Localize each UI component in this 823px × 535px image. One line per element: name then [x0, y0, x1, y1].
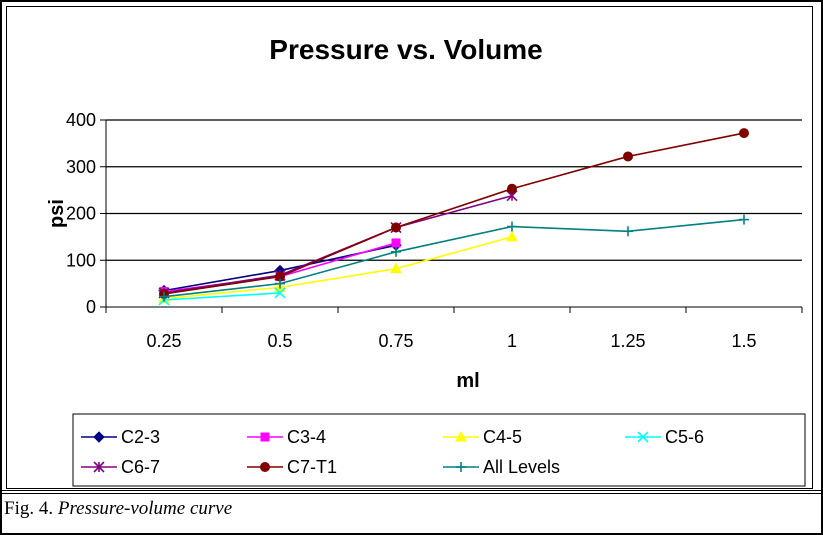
- x-tick-label: 0.5: [267, 331, 292, 351]
- legend-box: [72, 413, 806, 487]
- series-line: [163, 132, 745, 295]
- data-point: [390, 262, 402, 274]
- series-line: [163, 236, 513, 300]
- legend-marker: [455, 430, 467, 442]
- legend-marker: [93, 431, 105, 443]
- series-line: [163, 292, 281, 301]
- data-point: [739, 128, 749, 139]
- legend-marker: [93, 461, 105, 473]
- y-axis-title: psi: [46, 199, 68, 228]
- axes: 0 100 200 300 400 0.25 0.5 0.75 1 1.25 1.5: [66, 110, 803, 351]
- chart-svg: Pressure vs. Volume 0 100 200 300 400 0.25 0.5…: [46, 34, 806, 487]
- data-point: [623, 226, 633, 237]
- legend-item: C5-6: [625, 427, 704, 447]
- legend-marker: [260, 462, 270, 472]
- y-tick-label: 200: [66, 204, 96, 224]
- x-tick-label: 1.5: [731, 331, 756, 351]
- legend-marker: [637, 431, 649, 443]
- legend-label: C5-6: [665, 427, 704, 447]
- legend-label: All Levels: [483, 457, 560, 477]
- legend-item: C4-5: [443, 427, 522, 447]
- data-point: [507, 221, 517, 232]
- caption-rule-top-double: [0, 493, 823, 494]
- legend-label: C3-4: [287, 427, 326, 447]
- data-point: [507, 183, 517, 194]
- series-layer: [158, 128, 749, 306]
- legend-item: C3-4: [247, 427, 326, 447]
- caption-rule-top: [0, 490, 823, 491]
- data-point: [274, 287, 286, 299]
- legend-item: C6-7: [81, 457, 160, 477]
- y-tick-label: 0: [86, 297, 96, 317]
- x-axis-title: ml: [456, 370, 479, 392]
- series-all-levels: [159, 214, 749, 302]
- chart-title: Pressure vs. Volume: [269, 34, 542, 65]
- data-point: [739, 214, 749, 225]
- data-point: [506, 230, 518, 242]
- legend: C2-3 C3-4 C4-5 C5-6 C6-7 C7-T1 All Levels: [72, 413, 806, 487]
- legend-label: C4-5: [483, 427, 522, 447]
- figure-caption: Fig. 4. Pressure-volume curve: [4, 498, 232, 520]
- x-tick-label: 1.25: [610, 331, 645, 351]
- marker-stroke: [274, 287, 286, 299]
- legend-label: C6-7: [121, 457, 160, 477]
- data-point: [391, 222, 401, 233]
- data-point: [623, 151, 633, 162]
- data-point: [391, 238, 401, 248]
- chart-area: Pressure vs. Volume 0 100 200 300 400 0.25 0.5…: [6, 6, 813, 489]
- legend-marker: [456, 462, 466, 472]
- data-point: [391, 246, 401, 257]
- series-c7-t1: [159, 128, 749, 299]
- x-tick-label: 0.75: [378, 331, 413, 351]
- y-tick-label: 400: [66, 110, 96, 130]
- caption-text: Pressure-volume curve: [57, 498, 233, 519]
- legend-label: C2-3: [121, 427, 160, 447]
- data-point: [275, 278, 285, 289]
- y-tick-label: 100: [66, 250, 96, 270]
- legend-item: All Levels: [443, 457, 560, 477]
- legend-item: C7-T1: [247, 457, 337, 477]
- series-line: [163, 218, 745, 298]
- grid-lines: [106, 119, 802, 261]
- legend-item: C2-3: [81, 427, 160, 447]
- data-point: [159, 291, 169, 302]
- x-tick-label: 0.25: [146, 331, 181, 351]
- marker-stroke: [637, 431, 649, 443]
- legend-label: C7-T1: [287, 457, 337, 477]
- y-tick-label: 300: [66, 157, 96, 177]
- legend-marker: [260, 432, 270, 442]
- x-tick-label: 1: [507, 331, 517, 351]
- caption-label: Fig. 4.: [4, 498, 54, 519]
